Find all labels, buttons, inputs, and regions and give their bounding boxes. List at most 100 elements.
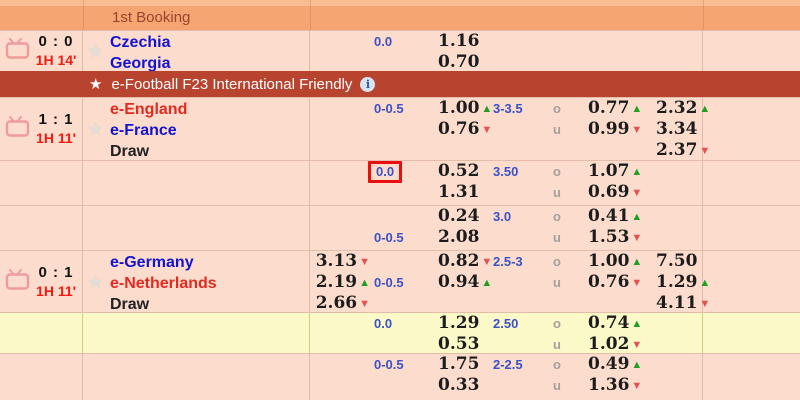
over-under-label: o bbox=[553, 316, 561, 331]
team-name[interactable]: e-France bbox=[110, 122, 177, 139]
line bbox=[374, 140, 408, 160]
line: o bbox=[540, 161, 574, 182]
favorite-star-icon[interactable]: ★ bbox=[87, 41, 104, 61]
trend-down-icon: ▼ bbox=[699, 145, 711, 157]
handicap-line: 0.0 bbox=[374, 316, 393, 331]
extra-odds[interactable]: 2.66 bbox=[315, 293, 358, 312]
over-under-odds[interactable]: 1.07 bbox=[588, 161, 630, 181]
handicap-odds[interactable]: 0.53 bbox=[438, 334, 480, 353]
handicap-line-column: 0-0.5 bbox=[372, 98, 408, 160]
team-name[interactable]: e-Netherlands bbox=[110, 275, 217, 292]
tv-icon[interactable] bbox=[5, 116, 30, 142]
team-name[interactable]: e-England bbox=[110, 101, 188, 118]
star-icon[interactable]: ★ bbox=[89, 75, 103, 93]
line: 2.32 ▲ bbox=[656, 98, 710, 119]
extra-odds[interactable]: 3.13 bbox=[315, 251, 358, 271]
match-odds[interactable]: 2.32 bbox=[656, 98, 698, 118]
over-under-odds[interactable]: 0.69 bbox=[588, 182, 630, 202]
over-under-odds[interactable]: 0.99 bbox=[588, 119, 630, 139]
tv-icon[interactable] bbox=[5, 268, 30, 295]
favorite-star-icon[interactable]: ★ bbox=[87, 119, 104, 139]
line bbox=[656, 31, 702, 52]
odds-row: 0-0.5 1.75 0.33 2-2.5 o u 0.49 ▲ 1.36 ▼ bbox=[0, 353, 800, 400]
handicap-odds[interactable]: 0.33 bbox=[438, 375, 480, 395]
handicap-odds[interactable]: 0.82 bbox=[438, 251, 480, 271]
odds-row: 0-0.5 0.24 2.08 3.0 o u 0.41 ▲ 1.53 ▼ bbox=[0, 205, 800, 250]
match-time: 1H 11' bbox=[36, 130, 76, 146]
line bbox=[493, 140, 532, 160]
handicap-odds-column: 0.52 1.31 bbox=[408, 161, 488, 205]
favorite-cell bbox=[83, 161, 108, 205]
over-under-odds[interactable]: 1.02 bbox=[588, 334, 630, 353]
score-cell bbox=[0, 354, 83, 400]
handicap-odds[interactable]: 1.31 bbox=[438, 182, 480, 202]
handicap-odds[interactable]: 1.00 bbox=[438, 98, 480, 118]
goal-line: 2.5-3 bbox=[493, 254, 523, 269]
match-odds-column bbox=[650, 31, 703, 71]
teams-cell bbox=[108, 206, 310, 250]
handicap-odds[interactable]: 2.08 bbox=[438, 227, 480, 247]
line: 1.31 bbox=[438, 182, 488, 203]
column-divider bbox=[703, 0, 704, 30]
handicap-odds[interactable]: 0.52 bbox=[438, 161, 480, 181]
info-icon[interactable]: i bbox=[360, 76, 376, 92]
handicap-odds[interactable]: 1.16 bbox=[438, 31, 480, 51]
line bbox=[540, 52, 574, 71]
score-block: 0 : 1 1H 11' bbox=[30, 264, 82, 300]
league-title: e-Football F23 International Friendly bbox=[111, 75, 353, 93]
spacer-column bbox=[703, 354, 800, 400]
over-under-label: o bbox=[553, 164, 561, 179]
extra-odds[interactable]: 2.19 bbox=[315, 272, 358, 292]
handicap-odds[interactable]: 1.29 bbox=[438, 313, 480, 333]
over-under-odds[interactable]: 0.76 bbox=[588, 272, 630, 292]
over-under-odds[interactable]: 1.53 bbox=[588, 227, 630, 247]
handicap-odds[interactable]: 0.70 bbox=[438, 52, 480, 71]
team-name[interactable]: Georgia bbox=[110, 55, 171, 71]
over-under-odds[interactable]: 1.36 bbox=[588, 375, 630, 395]
goal-line: 2.50 bbox=[493, 316, 519, 331]
handicap-line: 0-0.5 bbox=[374, 275, 404, 290]
match-score: 0 : 0 bbox=[38, 33, 74, 50]
handicap-odds[interactable]: 0.76 bbox=[438, 119, 480, 139]
line bbox=[310, 52, 370, 71]
over-under-odds[interactable]: 0.49 bbox=[588, 354, 630, 374]
match-odds[interactable]: 3.34 bbox=[656, 119, 698, 139]
line bbox=[656, 182, 702, 203]
line: o bbox=[540, 251, 574, 272]
match-odds[interactable]: 1.29 bbox=[656, 272, 698, 292]
team-name[interactable]: Draw bbox=[110, 296, 150, 312]
match-odds[interactable]: 2.37 bbox=[656, 140, 698, 160]
handicap-odds-column: 1.00 ▲ 0.76 ▼ bbox=[408, 98, 492, 160]
match-row: 0 : 1 1H 11' ★ e-Germany e-Netherlands Draw 3.… bbox=[0, 250, 800, 312]
handicap-odds-column: 1.29 0.53 bbox=[408, 313, 488, 353]
over-under-odds[interactable]: 0.77 bbox=[588, 98, 630, 118]
over-under-label: o bbox=[553, 101, 561, 116]
match-score: 0 : 1 bbox=[38, 263, 74, 281]
handicap-odds[interactable]: 0.24 bbox=[438, 206, 480, 226]
tv-icon[interactable] bbox=[5, 38, 30, 64]
goal-line: 3.0 bbox=[493, 209, 512, 224]
over-under-odds[interactable]: 0.41 bbox=[588, 206, 630, 226]
line: 1.02 ▼ bbox=[588, 334, 650, 353]
goal-line: 3.50 bbox=[493, 164, 519, 179]
match-odds[interactable]: 7.50 bbox=[656, 251, 698, 271]
trend-up-icon: ▲ bbox=[631, 256, 643, 268]
spacer-column bbox=[703, 251, 800, 312]
trend-up-icon: ▲ bbox=[699, 103, 711, 115]
handicap-odds[interactable]: 1.75 bbox=[438, 354, 480, 374]
team-name[interactable]: Czechia bbox=[110, 34, 171, 51]
team-name[interactable]: Draw bbox=[110, 143, 150, 160]
over-under-label: u bbox=[553, 275, 561, 290]
over-under-label-column bbox=[532, 31, 574, 71]
line bbox=[588, 293, 650, 312]
match-odds[interactable]: 4.11 bbox=[656, 293, 698, 312]
over-under-odds[interactable]: 0.74 bbox=[588, 313, 630, 333]
team-name[interactable]: e-Germany bbox=[110, 254, 194, 271]
handicap-odds[interactable]: 0.94 bbox=[438, 272, 480, 292]
line bbox=[588, 140, 650, 160]
over-under-label: u bbox=[553, 230, 561, 245]
favorite-star-icon[interactable]: ★ bbox=[87, 271, 104, 292]
trend-down-icon: ▼ bbox=[631, 380, 643, 392]
over-under-odds[interactable]: 1.00 bbox=[588, 251, 630, 271]
